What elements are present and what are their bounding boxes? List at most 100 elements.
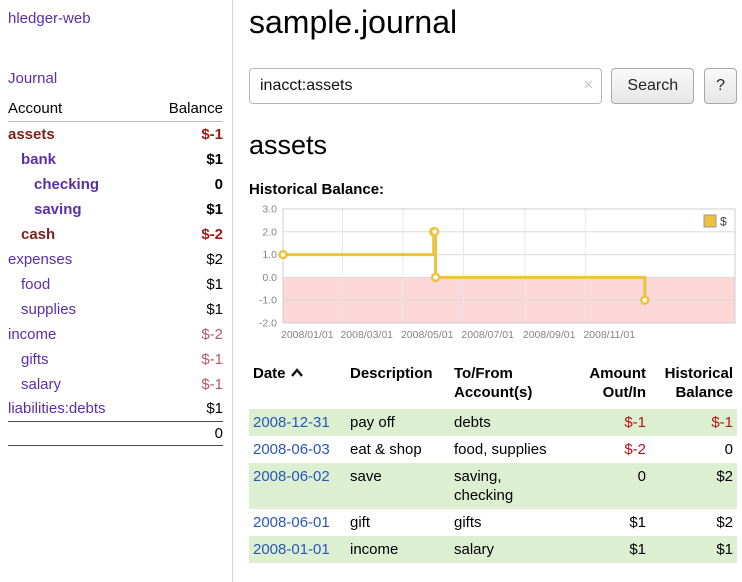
account-link-gifts[interactable]: gifts — [21, 350, 49, 368]
main-content: sample.journal × Search ? assets Histori… — [249, 0, 737, 563]
transaction-amount: $-2 — [624, 441, 646, 458]
chart-title: Historical Balance: — [249, 181, 385, 198]
transaction-date-link[interactable]: 2008-06-03 — [253, 441, 330, 458]
account-balance: $1 — [206, 300, 223, 318]
account-balance: 0 — [214, 175, 223, 193]
register-table: Date Description To/From Account(s) Amou… — [249, 362, 737, 563]
account-row: food $1 — [8, 272, 223, 297]
register-header-balance: Historical Balance — [664, 365, 733, 401]
account-row: assets $-1 — [8, 122, 223, 147]
register-header-account: To/From Account(s) — [454, 365, 533, 401]
svg-text:2008/11/01: 2008/11/01 — [583, 329, 635, 341]
account-balance: $1 — [206, 150, 223, 168]
sort-ascending-icon — [290, 368, 303, 377]
transaction-amount: $1 — [629, 541, 646, 558]
account-link-assets[interactable]: assets — [8, 125, 55, 143]
transaction-description: gift — [350, 514, 371, 531]
transaction-description: eat & shop — [350, 441, 422, 458]
transaction-accounts: debts — [454, 414, 491, 431]
register-header-date[interactable]: Date — [249, 362, 346, 409]
account-row: checking 0 — [8, 172, 223, 197]
balance-chart: 3.0 2.0 1.0 0.0 -1.0 -2.0 2008/01/01 2008/03/01… — [249, 203, 737, 350]
account-balance: $-1 — [201, 125, 223, 143]
transaction-accounts: food, supplies — [454, 441, 547, 458]
page-title: sample.journal — [249, 4, 458, 40]
search-box: × — [249, 68, 603, 104]
register-header-amount: Amount Out/In — [589, 365, 646, 401]
svg-text:-2.0: -2.0 — [259, 318, 277, 330]
account-link-food[interactable]: food — [21, 275, 51, 293]
help-button[interactable]: ? — [704, 68, 737, 104]
transaction-date-link[interactable]: 2008-12-31 — [253, 414, 330, 431]
account-link-liabilities-debts[interactable]: liabilities:debts — [8, 400, 106, 418]
account-balance: $-2 — [201, 325, 223, 343]
account-balance: $2 — [206, 250, 223, 268]
account-link-saving[interactable]: saving — [34, 200, 82, 218]
search-bar: × Search ? — [249, 68, 737, 104]
account-link-expenses[interactable]: expenses — [8, 250, 73, 268]
transaction-description: pay off — [350, 414, 395, 431]
transaction-date-link[interactable]: 2008-01-01 — [253, 541, 330, 558]
search-input[interactable] — [249, 68, 603, 104]
account-row: saving $1 — [8, 197, 223, 222]
account-link-checking[interactable]: checking — [34, 175, 100, 193]
transaction-balance: 0 — [724, 441, 733, 458]
transaction-balance: $2 — [716, 514, 733, 531]
register-row: 2008-06-02 save saving, checking 0 $2 — [249, 463, 737, 509]
accounts-table: Account Balance assets $-1 bank $1 check… — [8, 100, 223, 446]
account-balance: $-2 — [201, 225, 223, 243]
register-row: 2008-01-01 income salary $1 $1 — [249, 536, 737, 563]
svg-text:2008/05/01: 2008/05/01 — [401, 329, 454, 341]
account-row: income $-2 — [8, 322, 223, 347]
transaction-description: income — [350, 541, 399, 558]
svg-text:0.0: 0.0 — [262, 272, 277, 284]
clear-search-icon[interactable]: × — [583, 75, 594, 94]
account-link-bank[interactable]: bank — [21, 150, 57, 168]
svg-text:3.0: 3.0 — [262, 204, 277, 216]
account-link-supplies[interactable]: supplies — [21, 300, 77, 318]
transaction-amount: $-1 — [624, 414, 646, 431]
date-header-label: Date — [253, 365, 286, 382]
accounts-header-account: Account — [8, 100, 147, 122]
register-header-row: Date Description To/From Account(s) Amou… — [249, 362, 737, 409]
transaction-date-link[interactable]: 2008-06-01 — [253, 514, 330, 531]
transaction-amount: $1 — [629, 514, 646, 531]
account-heading: assets — [249, 130, 328, 160]
svg-text:2008/01/01: 2008/01/01 — [281, 329, 334, 341]
account-row: supplies $1 — [8, 297, 223, 322]
register-header-description: Description — [350, 365, 433, 382]
account-row: bank $1 — [8, 147, 223, 172]
transaction-balance: $-1 — [711, 414, 733, 431]
transaction-description: save — [350, 468, 382, 485]
search-button[interactable]: Search — [611, 68, 695, 104]
account-link-salary[interactable]: salary — [21, 375, 62, 393]
account-row: gifts $-1 — [8, 347, 223, 372]
account-balance: $1 — [206, 275, 223, 293]
transaction-accounts: gifts — [454, 514, 482, 531]
transaction-amount: 0 — [637, 468, 646, 485]
register-row: 2008-06-03 eat & shop food, supplies $-2… — [249, 436, 737, 463]
register-row: 2008-06-01 gift gifts $1 $2 — [249, 509, 737, 536]
account-link-cash[interactable]: cash — [21, 225, 56, 243]
chart-canvas: 3.0 2.0 1.0 0.0 -1.0 -2.0 2008/01/01 2008/03/01… — [259, 204, 736, 341]
sidebar-item-journal[interactable]: Journal — [8, 70, 58, 87]
svg-text:$: $ — [720, 215, 727, 229]
account-row: cash $-2 — [8, 222, 223, 247]
account-balance: $-1 — [201, 375, 223, 393]
accounts-total: 0 — [146, 421, 223, 446]
accounts-header-balance: Balance — [146, 100, 223, 122]
transaction-date-link[interactable]: 2008-06-02 — [253, 468, 330, 485]
app-title-link[interactable]: hledger-web — [8, 10, 91, 27]
account-balance: $1 — [206, 400, 223, 418]
transaction-accounts: salary — [454, 541, 495, 558]
transaction-accounts: saving, checking — [454, 468, 514, 504]
account-row: salary $-1 — [8, 372, 223, 397]
transaction-balance: $2 — [716, 468, 733, 485]
svg-text:2008/03/01: 2008/03/01 — [340, 329, 393, 341]
account-row: expenses $2 — [8, 247, 223, 272]
svg-text:2008/07/01: 2008/07/01 — [461, 329, 514, 341]
svg-text:-1.0: -1.0 — [259, 295, 277, 307]
register-row: 2008-12-31 pay off debts $-1 $-1 — [249, 409, 737, 436]
account-link-income[interactable]: income — [8, 325, 57, 343]
transaction-balance: $1 — [716, 541, 733, 558]
